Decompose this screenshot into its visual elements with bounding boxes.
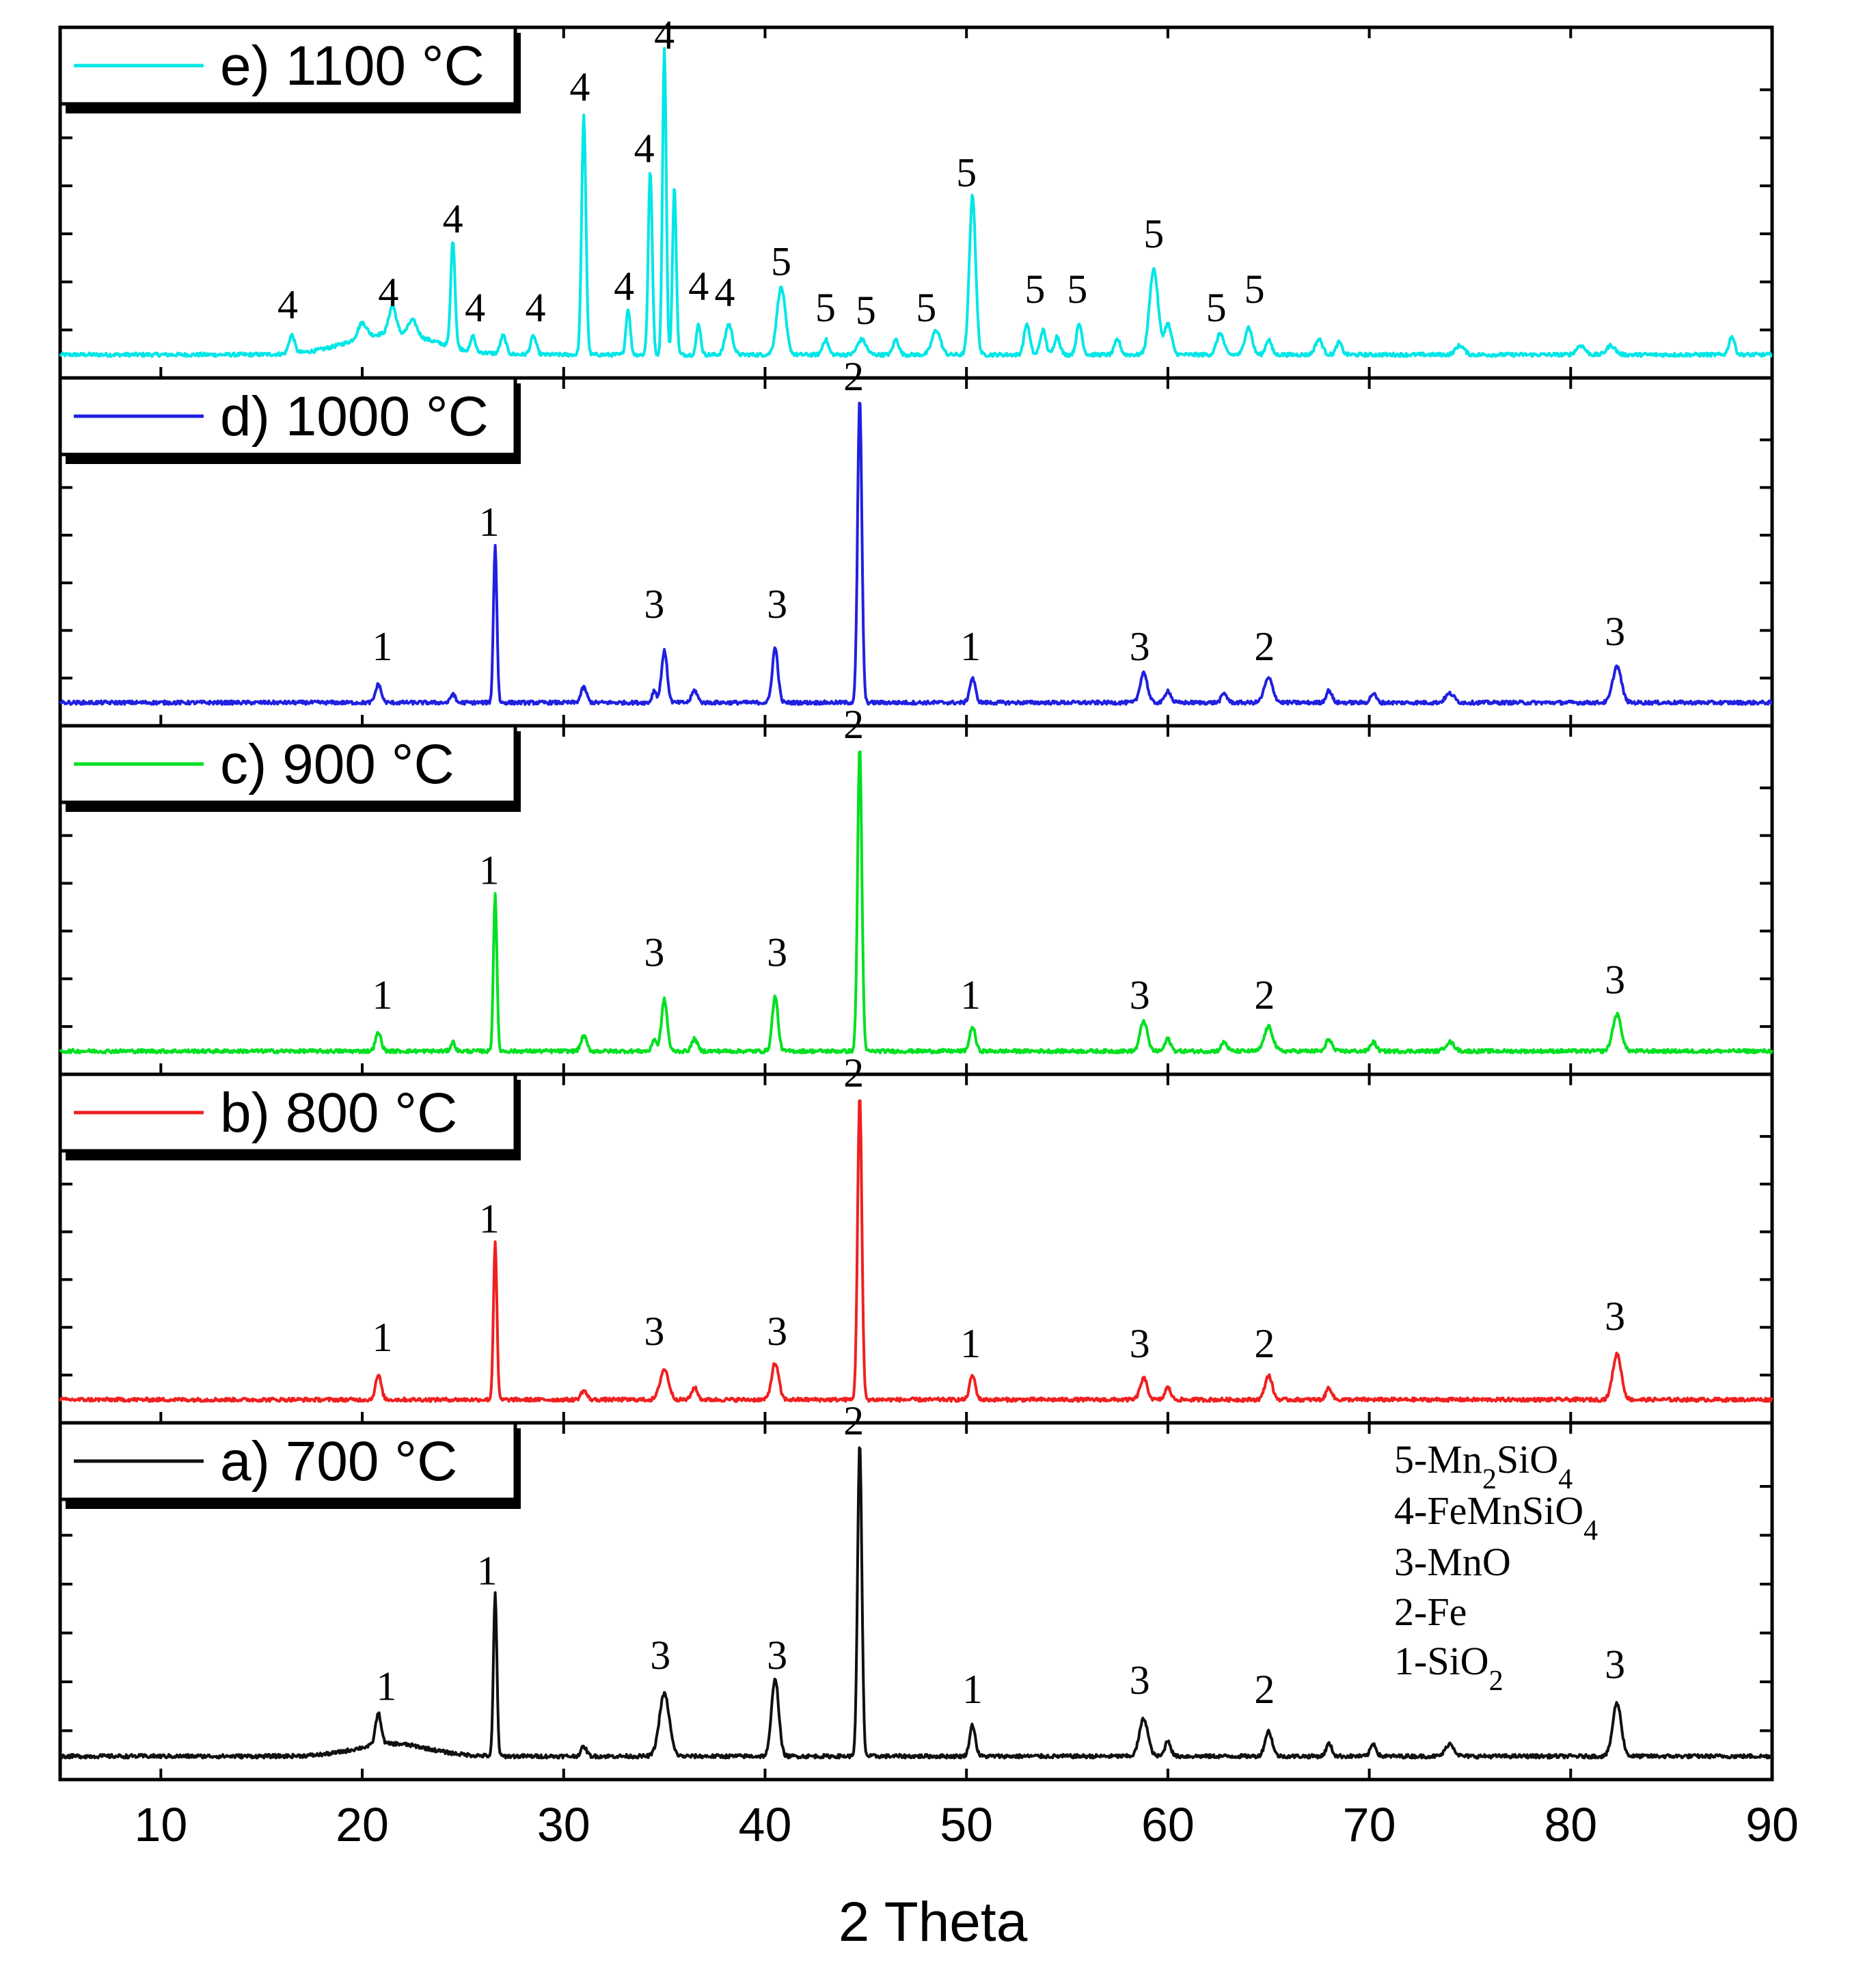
peak-label: 4 [378,269,398,314]
peak-label: 5 [1206,285,1227,330]
x-tick-label: 30 [537,1798,590,1851]
x-tick-label: 50 [940,1798,993,1851]
panel-2: 1 1 3 3 2 1 3 2 3 c) 900 °C [58,702,1774,1076]
peak-label: 4 [715,269,735,314]
peak-label: 2 [1254,1667,1275,1712]
series-line [59,46,1773,358]
legend-label: b) 800 °C [220,1082,457,1144]
peak-label: 2 [1254,624,1275,669]
series-line [59,1446,1773,1760]
peak-label: 2 [1254,1321,1275,1366]
peak-label: 4 [654,12,675,57]
x-tick-label: 90 [1745,1798,1799,1851]
peak-label: 2 [843,1050,864,1095]
series-line [59,401,1773,706]
peak-label: 3 [1605,609,1625,654]
peak-label: 3 [1130,972,1150,1018]
x-tick-label: 20 [336,1798,389,1851]
peak-label: 3 [644,1309,664,1354]
peak-label: 3 [644,582,664,627]
peak-label: 1 [479,500,500,545]
peak-label: 3 [1605,1642,1625,1687]
peak-label: 3 [767,930,787,975]
legend-label: a) 700 °C [220,1430,457,1493]
peak-label: 3 [1130,1321,1150,1366]
peak-label: 4 [569,64,590,109]
peak-label: 4 [614,263,634,308]
panel-3: 1 1 3 3 2 1 3 2 3 b) 800 °C [58,1050,1774,1425]
peak-label: 3 [650,1633,670,1678]
x-axis-title: 2 Theta [839,1891,1028,1953]
phase-key-entry: 1-SiO2 [1394,1639,1504,1697]
peak-label: 1 [479,847,500,893]
phase-key-entry: 3-MnO [1394,1540,1511,1584]
peak-label: 4 [688,263,709,308]
peak-label: 5 [856,288,876,333]
peak-label: 2 [1254,972,1275,1018]
peak-label: 1 [477,1549,498,1594]
peak-label: 5 [916,285,936,330]
peak-label: 3 [1130,1657,1150,1702]
peak-label: 1 [376,1664,396,1709]
legend-box: b) 800 °C [58,1072,521,1160]
series-line [59,1099,1773,1403]
peak-label: 5 [1067,267,1087,312]
x-tick-label: 70 [1343,1798,1396,1851]
peak-label: 1 [479,1196,500,1241]
peak-label: 3 [767,582,787,627]
peak-label: 1 [960,1321,981,1366]
peak-label: 4 [634,126,655,171]
phase-key-entry: 4-FeMnSiO4 [1394,1488,1598,1547]
phase-key-entry: 2-Fe [1394,1590,1467,1634]
peak-label: 5 [1143,211,1164,256]
x-tick-label: 60 [1141,1798,1195,1851]
peak-label: 4 [277,282,298,327]
peak-label: 4 [443,196,463,241]
legend-box: e) 1100 °C [58,25,521,113]
phase-key-entry: 5-Mn2SiO4 [1394,1437,1573,1495]
legend-box: c) 900 °C [58,724,521,812]
legend-frame [58,25,517,106]
peak-label: 3 [767,1633,787,1678]
peak-label: 3 [1605,1294,1625,1339]
peak-label: 3 [1130,624,1150,669]
peak-label: 5 [956,150,977,195]
peak-label: 2 [843,702,864,747]
legend-box: a) 700 °C [58,1421,521,1509]
peak-label: 1 [960,972,981,1018]
x-tick-label: 80 [1544,1798,1597,1851]
peak-label: 1 [372,972,393,1018]
series-line [59,750,1773,1054]
peak-label: 3 [644,930,664,975]
peak-label: 1 [960,624,981,669]
peak-label: 3 [1605,957,1625,1003]
panel-1: 1 1 3 3 2 1 3 2 3 d) 1000 °C [58,354,1774,728]
legend-box: d) 1000 °C [58,376,521,464]
x-tick-label: 10 [134,1798,187,1851]
legend-label: d) 1000 °C [220,385,489,448]
peak-label: 2 [843,354,864,399]
x-axis: 10 20 30 40 50 60 70 80 90 [134,1798,1799,1851]
peak-label: 4 [526,285,546,330]
x-tick-label: 40 [739,1798,792,1851]
peak-label: 1 [372,1315,393,1360]
legend-label: c) 900 °C [220,733,454,795]
peak-label: 5 [771,239,791,284]
legend-label: e) 1100 °C [220,35,485,97]
peak-label: 2 [843,1398,864,1443]
peak-label: 1 [372,624,393,669]
peak-label: 4 [465,285,485,330]
peak-label: 5 [815,285,836,330]
panel-4: 1 1 3 3 2 1 3 2 3 a) 700 °C [58,1398,1774,1782]
peak-label: 5 [1024,267,1045,312]
peak-label: 1 [962,1667,983,1712]
peak-label: 3 [767,1309,787,1354]
peak-label: 5 [1244,267,1265,312]
panel-frame [58,1421,1774,1782]
